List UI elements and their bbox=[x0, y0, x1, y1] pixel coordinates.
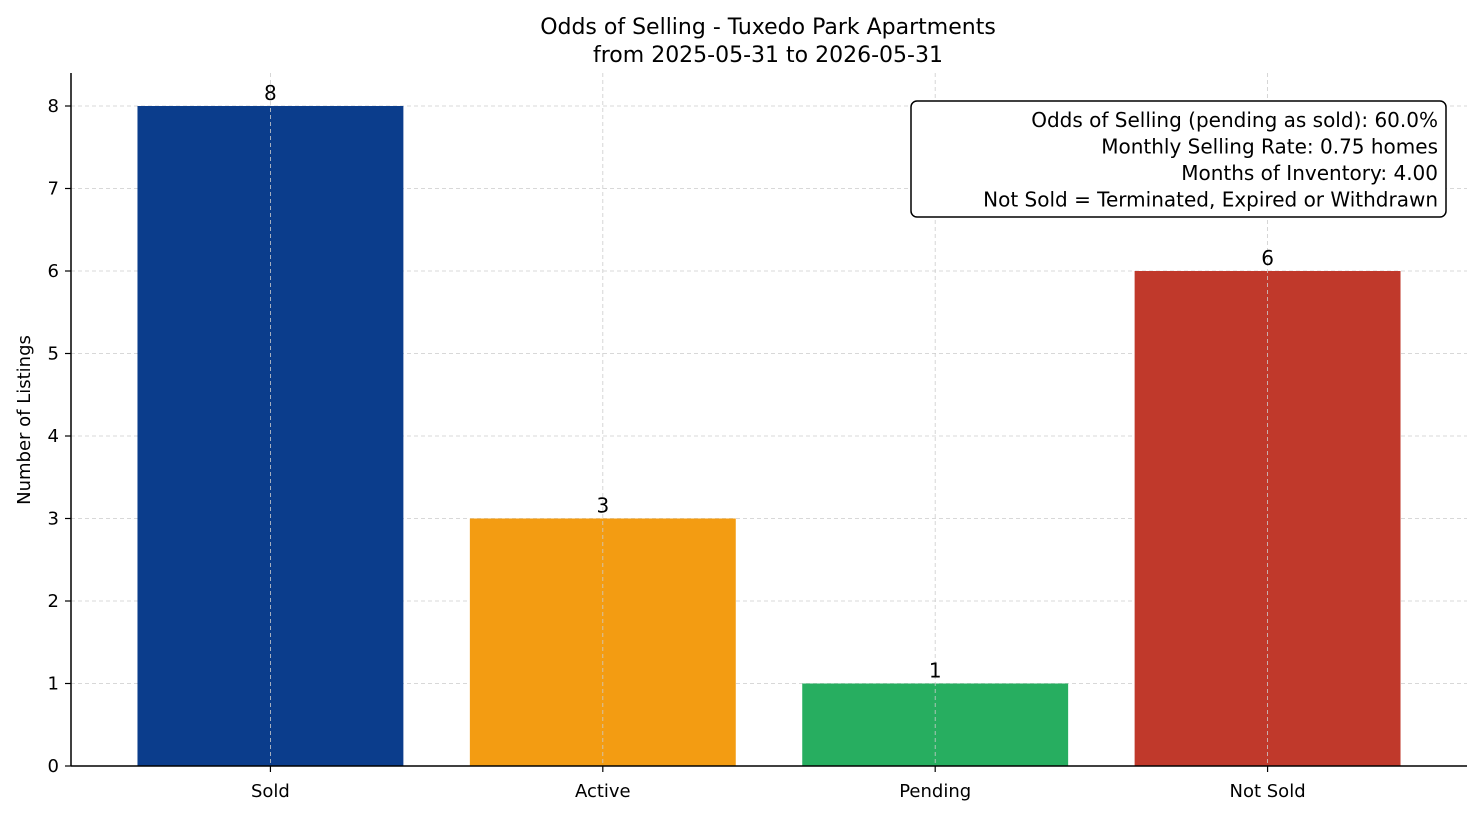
chart-title: Odds of Selling - Tuxedo Park Apartments bbox=[540, 15, 996, 40]
y-tick-label: 3 bbox=[48, 509, 59, 530]
y-axis-label: Number of Listings bbox=[14, 335, 35, 505]
tick-labels: 0 1 2 3 4 5 6 7 8 Sold Active Pending Not Sold bbox=[48, 96, 1306, 802]
chart-subtitle: from 2025-05-31 to 2026-05-31 bbox=[593, 43, 943, 68]
bar-value-label: 6 bbox=[1261, 246, 1274, 270]
bar-value-labels: 8 3 1 6 bbox=[264, 81, 1274, 683]
x-tick-label: Sold bbox=[251, 781, 290, 802]
bar-sold bbox=[137, 106, 404, 766]
y-tick-label: 7 bbox=[48, 179, 59, 200]
x-tick-label: Not Sold bbox=[1230, 781, 1306, 802]
info-box-line: Monthly Selling Rate: 0.75 homes bbox=[1101, 135, 1438, 159]
bar-value-label: 8 bbox=[264, 81, 277, 105]
y-tick-label: 1 bbox=[48, 674, 59, 695]
bar-value-label: 1 bbox=[929, 659, 942, 683]
bar-value-label: 3 bbox=[596, 494, 609, 518]
y-tick-label: 2 bbox=[48, 591, 59, 612]
info-box-line: Odds of Selling (pending as sold): 60.0% bbox=[1031, 108, 1438, 132]
info-box-line: Months of Inventory: 4.00 bbox=[1181, 161, 1438, 185]
y-tick-label: 4 bbox=[48, 426, 59, 447]
x-tick-label: Active bbox=[575, 781, 631, 802]
x-tick-label: Pending bbox=[899, 781, 971, 802]
y-tick-label: 6 bbox=[48, 261, 59, 282]
y-tick-label: 0 bbox=[48, 756, 59, 777]
y-tick-label: 8 bbox=[48, 96, 59, 117]
y-tick-label: 5 bbox=[48, 344, 59, 365]
info-box-line: Not Sold = Terminated, Expired or Withdr… bbox=[983, 188, 1438, 212]
info-box: Odds of Selling (pending as sold): 60.0%… bbox=[910, 100, 1447, 218]
info-box-frame bbox=[910, 100, 1447, 218]
